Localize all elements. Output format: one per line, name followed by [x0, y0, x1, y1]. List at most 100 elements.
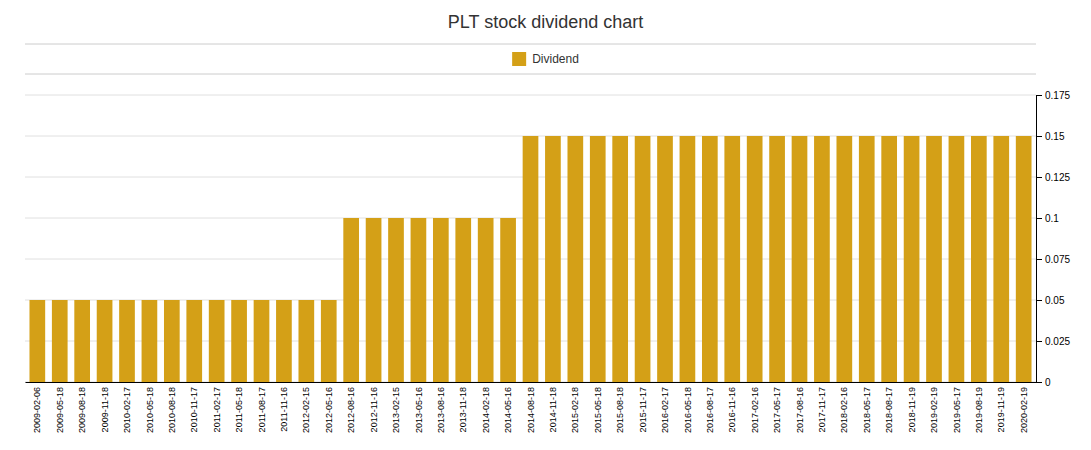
tick: 2011-02-17 — [212, 387, 222, 432]
tick-label: 2011-05-18 — [234, 387, 244, 432]
tick-label: 2014-08-18 — [526, 387, 536, 433]
tick: 2016-05-18 — [683, 387, 693, 433]
grid — [25, 95, 1036, 382]
bar — [612, 136, 628, 382]
tick: 2020-02-19 — [1019, 387, 1029, 433]
bar — [209, 300, 225, 382]
bar — [164, 300, 180, 382]
separator — [25, 74, 1036, 75]
tick: 0.15 — [1036, 131, 1065, 142]
tick: 2013-05-16 — [414, 387, 424, 433]
tick: 2011-08-17 — [257, 387, 267, 432]
tick-label: 2009-11-18 — [100, 387, 110, 432]
tick-label: 2010-02-17 — [122, 387, 132, 433]
tick: 2012-11-16 — [369, 387, 379, 432]
bar — [993, 136, 1009, 382]
tick-mark — [1036, 382, 1042, 383]
tick-label: 2020-02-19 — [1019, 387, 1029, 433]
tick: 0.05 — [1036, 295, 1065, 306]
tick: 2011-11-16 — [279, 387, 289, 432]
tick: 2019-05-17 — [952, 387, 962, 433]
bar — [926, 136, 942, 382]
bar — [455, 218, 471, 382]
bar — [321, 300, 337, 382]
axis-line — [1037, 96, 1043, 383]
bar — [366, 218, 382, 382]
tick: 2014-11-18 — [548, 387, 558, 432]
tick: 2009-02-06 — [32, 387, 42, 433]
tick-label: 2016-05-18 — [683, 387, 693, 433]
tick: 2014-08-18 — [526, 387, 536, 433]
tick-label: 2019-11-19 — [996, 387, 1006, 432]
y-axis: 00.0250.050.0750.10.1250.150.175 — [1036, 90, 1070, 388]
tick-label: 0.1 — [1045, 213, 1059, 224]
chart: PLT stock dividend chart Dividend 0 0.025 0.… — [0, 0, 1091, 450]
tick: 2015-11-17 — [638, 387, 648, 432]
bar — [881, 136, 897, 382]
bar — [904, 136, 920, 382]
tick: 2017-08-16 — [795, 387, 805, 433]
tick-label: 2019-08-19 — [974, 387, 984, 433]
bar — [949, 136, 965, 382]
tick-mark — [1036, 341, 1042, 342]
bar — [298, 300, 314, 382]
legend-item: Dividend — [512, 52, 579, 66]
tick: 0 — [1036, 377, 1051, 388]
tick: 2013-02-15 — [391, 387, 401, 433]
bar — [635, 136, 651, 382]
bar — [500, 218, 516, 382]
bar — [254, 300, 270, 382]
tick-label: 2012-08-16 — [346, 387, 356, 433]
tick: 2014-02-18 — [481, 387, 491, 433]
bar — [769, 136, 785, 382]
bar — [724, 136, 740, 382]
bar — [590, 136, 606, 382]
tick-label: 0.025 — [1045, 336, 1070, 347]
bar — [478, 218, 494, 382]
tick-label: 0.075 — [1045, 254, 1070, 265]
tick-label: 2018-11-19 — [907, 387, 917, 432]
tick: 2019-08-19 — [974, 387, 984, 433]
tick: 2012-05-16 — [324, 387, 334, 433]
tick-label: 2010-11-17 — [189, 387, 199, 432]
tick: 2012-08-16 — [346, 387, 356, 433]
tick: 2010-05-18 — [145, 387, 155, 433]
tick-label: 2019-02-19 — [929, 387, 939, 433]
tick-label: 2019-05-17 — [952, 387, 962, 433]
tick-label: 2010-05-18 — [145, 387, 155, 433]
bar — [186, 300, 202, 382]
bar — [836, 136, 852, 382]
bar — [433, 218, 449, 382]
bar — [276, 300, 292, 382]
bar — [792, 136, 808, 382]
tick-label: 0.15 — [1045, 131, 1065, 142]
tick: 0.125 — [1036, 172, 1070, 183]
tick-label: 2011-02-17 — [212, 387, 222, 432]
bar — [411, 218, 427, 382]
tick: 2013-08-16 — [436, 387, 446, 433]
tick-label: 2010-08-18 — [167, 387, 177, 433]
tick-label: 2014-02-18 — [481, 387, 491, 433]
tick-label: 2016-11-16 — [727, 387, 737, 432]
tick: 0.025 — [1036, 336, 1070, 347]
tick: 2012-02-15 — [301, 387, 311, 433]
tick-mark — [1036, 300, 1042, 301]
title: PLT stock dividend chart — [448, 12, 643, 32]
bar — [97, 300, 113, 382]
tick: 2017-11-17 — [817, 387, 827, 432]
tick-label: 2016-02-17 — [660, 387, 670, 433]
tick-label: 2015-02-18 — [570, 387, 580, 433]
tick-label: 2018-08-17 — [884, 387, 894, 433]
tick-label: 0.05 — [1045, 295, 1065, 306]
tick-mark — [1036, 177, 1042, 178]
bar — [231, 300, 247, 382]
tick: 2009-08-18 — [77, 387, 87, 433]
tick-label: 2013-05-16 — [414, 387, 424, 433]
tick-label: 2015-08-18 — [615, 387, 625, 433]
tick: 2018-02-16 — [839, 387, 849, 433]
tick: 0.1 — [1036, 213, 1059, 224]
bar — [545, 136, 561, 382]
bar — [680, 136, 696, 382]
tick-label: 2016-08-17 — [705, 387, 715, 433]
tick: 2010-02-17 — [122, 387, 132, 433]
